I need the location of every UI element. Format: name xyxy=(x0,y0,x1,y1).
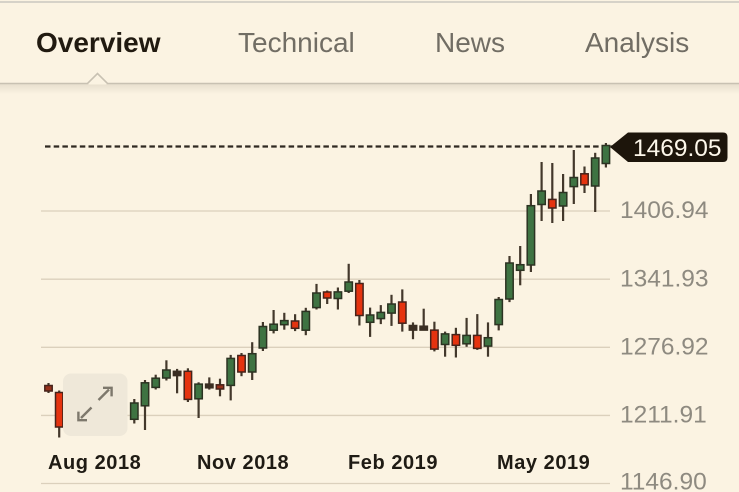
svg-text:Aug 2018: Aug 2018 xyxy=(48,452,141,474)
svg-text:1469.05: 1469.05 xyxy=(633,135,722,162)
svg-text:Nov 2018: Nov 2018 xyxy=(197,452,289,474)
svg-text:1406.94: 1406.94 xyxy=(620,197,709,224)
svg-text:May 2019: May 2019 xyxy=(497,452,590,474)
svg-text:Feb 2019: Feb 2019 xyxy=(348,452,438,474)
svg-text:1276.92: 1276.92 xyxy=(620,334,709,361)
svg-text:1341.93: 1341.93 xyxy=(620,265,709,292)
svg-text:1211.91: 1211.91 xyxy=(620,402,707,429)
svg-text:1146.90: 1146.90 xyxy=(620,469,707,492)
